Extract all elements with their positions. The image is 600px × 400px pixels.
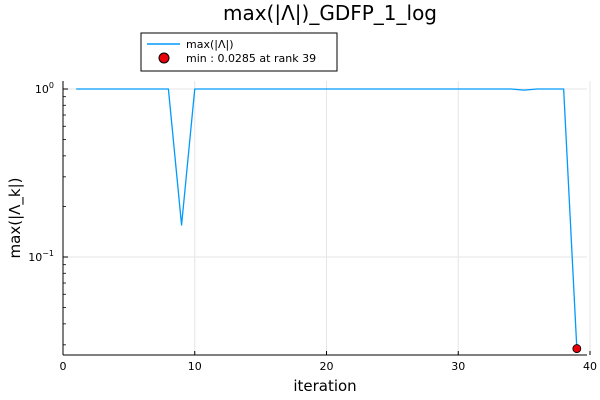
legend: max(|Λ|) min : 0.0285 at rank 39	[140, 32, 338, 72]
x-ticks: 0 10 20 30 40	[60, 351, 597, 373]
x-tick-label: 30	[451, 360, 465, 373]
x-tick-label: 0	[60, 360, 67, 373]
x-tick-label: 20	[320, 360, 334, 373]
min-marker	[572, 344, 582, 353]
series-line	[76, 88, 578, 349]
legend-series-label: max(|Λ|)	[186, 38, 234, 51]
legend-marker-label: min : 0.0285 at rank 39	[186, 52, 316, 65]
x-tick-label: 10	[188, 360, 202, 373]
series-group	[76, 88, 578, 349]
y-axis-label: max(|Λ_k|)	[6, 178, 25, 259]
x-tick-label: 40	[583, 360, 597, 373]
x-axis-label: iteration	[293, 377, 356, 395]
legend-marker-swatch	[158, 52, 170, 64]
y-tick-label: 100	[35, 81, 54, 96]
y-ticks: 100 10−1	[28, 81, 68, 346]
y-tick-label: 10−1	[28, 249, 54, 264]
markers-group	[572, 344, 582, 353]
legend-box	[140, 32, 338, 72]
chart-title: max(|Λ|)_GDFP_1_log	[223, 1, 437, 25]
